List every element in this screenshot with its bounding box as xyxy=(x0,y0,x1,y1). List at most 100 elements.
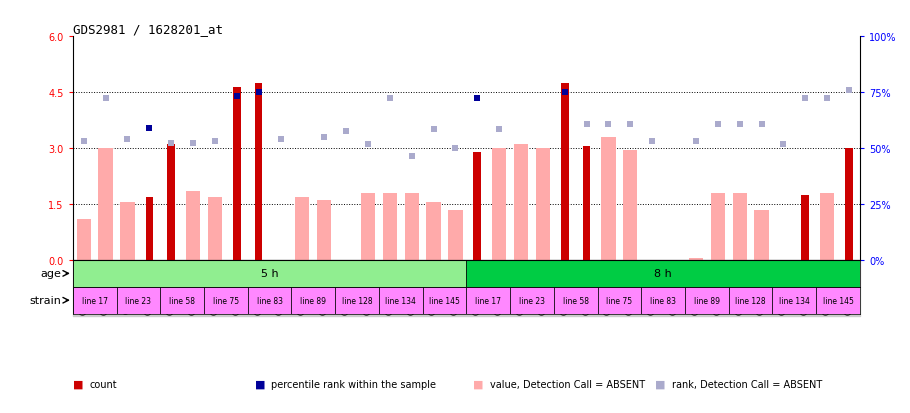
Text: age: age xyxy=(40,269,61,279)
Point xyxy=(492,127,507,133)
Point xyxy=(273,136,288,143)
Bar xyxy=(820,193,834,260)
Bar xyxy=(816,287,860,314)
Text: ■: ■ xyxy=(473,379,484,389)
Text: line 17: line 17 xyxy=(82,296,107,305)
Point xyxy=(733,121,747,128)
Bar xyxy=(711,193,725,260)
Point xyxy=(229,93,244,100)
Text: line 145: line 145 xyxy=(823,296,854,305)
Text: line 58: line 58 xyxy=(562,296,589,305)
Text: rank, Detection Call = ABSENT: rank, Detection Call = ABSENT xyxy=(672,379,822,389)
Bar xyxy=(754,210,769,260)
Bar xyxy=(160,287,204,314)
Bar xyxy=(733,193,747,260)
Point xyxy=(120,136,135,143)
Bar xyxy=(623,151,638,260)
Text: line 89: line 89 xyxy=(300,296,327,305)
Bar xyxy=(427,203,440,260)
Bar xyxy=(492,149,506,260)
Text: strain: strain xyxy=(29,296,61,306)
Point xyxy=(689,138,703,145)
Bar xyxy=(318,201,331,260)
Bar xyxy=(554,287,598,314)
Point xyxy=(164,140,178,147)
Bar xyxy=(255,84,262,260)
Bar xyxy=(291,287,335,314)
Text: line 23: line 23 xyxy=(126,296,151,305)
Bar xyxy=(204,287,248,314)
Point xyxy=(186,140,200,147)
Bar xyxy=(689,259,703,260)
Bar xyxy=(773,287,816,314)
Text: GDS2981 / 1628201_at: GDS2981 / 1628201_at xyxy=(73,23,223,36)
Point xyxy=(339,129,353,135)
Point xyxy=(142,125,157,132)
Bar xyxy=(514,145,528,260)
Bar xyxy=(582,147,591,260)
Bar xyxy=(116,287,160,314)
Bar xyxy=(802,195,809,260)
Point xyxy=(798,95,813,102)
Bar xyxy=(602,138,615,260)
Bar xyxy=(295,197,309,260)
Bar xyxy=(361,193,375,260)
Bar xyxy=(536,149,550,260)
Point xyxy=(558,90,572,96)
Text: line 83: line 83 xyxy=(650,296,676,305)
Text: ■: ■ xyxy=(73,379,84,389)
Point xyxy=(317,134,331,141)
Text: line 134: line 134 xyxy=(779,296,810,305)
Bar xyxy=(120,203,135,260)
Bar xyxy=(511,287,554,314)
Text: line 128: line 128 xyxy=(342,296,372,305)
Point xyxy=(711,121,725,128)
Point xyxy=(776,142,791,148)
Point xyxy=(207,138,222,145)
Bar xyxy=(335,287,379,314)
Bar xyxy=(76,219,91,260)
Text: line 75: line 75 xyxy=(213,296,239,305)
Text: line 134: line 134 xyxy=(385,296,416,305)
Text: line 23: line 23 xyxy=(519,296,545,305)
Point xyxy=(623,121,638,128)
Text: ■: ■ xyxy=(655,379,666,389)
Text: ■: ■ xyxy=(255,379,266,389)
Bar xyxy=(167,145,175,260)
Bar xyxy=(207,197,222,260)
Text: line 89: line 89 xyxy=(694,296,720,305)
Bar xyxy=(466,287,511,314)
Text: value, Detection Call = ABSENT: value, Detection Call = ABSENT xyxy=(490,379,644,389)
Bar xyxy=(473,152,481,260)
Text: line 128: line 128 xyxy=(735,296,766,305)
Point xyxy=(602,121,616,128)
Point xyxy=(448,145,462,152)
Text: 5 h: 5 h xyxy=(261,269,278,279)
Bar xyxy=(642,287,685,314)
Text: line 17: line 17 xyxy=(475,296,501,305)
Text: line 145: line 145 xyxy=(430,296,460,305)
Text: count: count xyxy=(89,379,116,389)
Point xyxy=(404,153,419,159)
Bar xyxy=(561,84,569,260)
Point xyxy=(645,138,660,145)
Point xyxy=(98,95,113,102)
Bar xyxy=(186,192,200,260)
Point xyxy=(426,127,440,133)
Point xyxy=(754,121,769,128)
Bar xyxy=(598,287,642,314)
Point xyxy=(580,121,594,128)
Bar xyxy=(729,287,773,314)
Bar xyxy=(379,287,422,314)
Bar xyxy=(73,287,116,314)
Bar xyxy=(233,88,240,260)
Bar xyxy=(685,287,729,314)
Text: line 75: line 75 xyxy=(606,296,632,305)
Text: line 83: line 83 xyxy=(257,296,283,305)
Bar xyxy=(845,149,853,260)
Bar xyxy=(73,260,860,279)
Point xyxy=(76,138,91,145)
Bar xyxy=(422,287,466,314)
Point xyxy=(360,142,375,148)
Text: percentile rank within the sample: percentile rank within the sample xyxy=(271,379,436,389)
